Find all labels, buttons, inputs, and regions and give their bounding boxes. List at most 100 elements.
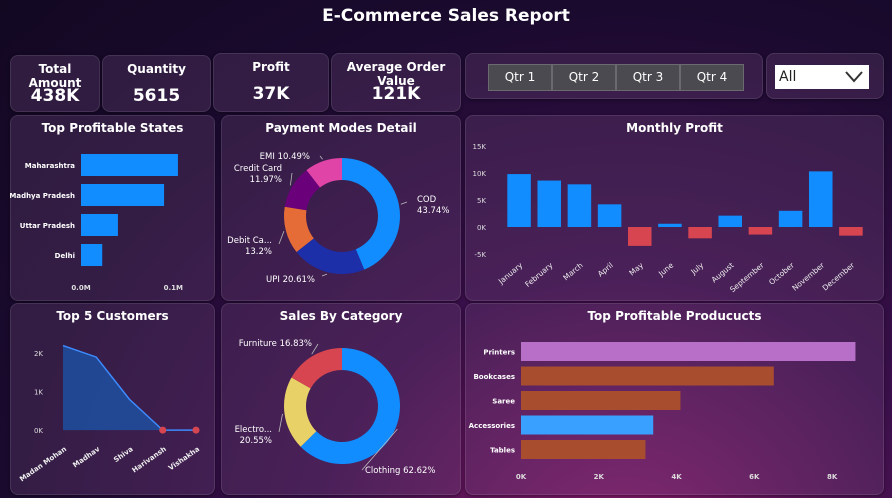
products-bar-chart: Printers Bookcases Saree Accessories Tables 0… (469, 342, 856, 481)
monthly-x-label: September (728, 260, 766, 294)
donut-slice (300, 348, 400, 464)
state-label: Maharashtra (25, 162, 76, 170)
kpi-card-average-order-value: Average Order Value 121K (331, 53, 461, 112)
donut-percent: 11.97% (250, 175, 282, 185)
kpi-card-total-amount: Total Amount 438K (10, 55, 100, 112)
kpi-value: 438K (30, 86, 80, 106)
state-bar (81, 184, 165, 206)
kpi-label: Total Amount (28, 62, 82, 90)
donut-label: EMI 10.49% (260, 152, 310, 162)
monthly-x-label: January (496, 260, 525, 286)
donut-slice (284, 170, 320, 211)
state-label: Madhya Pradesh (9, 192, 75, 200)
customers-chart-title: Top 5 Customers (56, 309, 169, 323)
kpi-label: Quantity (127, 62, 186, 76)
monthly-panel: Monthly Profit -5K 0K 5K 10K 15K January Febru… (465, 115, 884, 301)
state-bar (81, 154, 178, 176)
dropdown-slicer: All (766, 53, 884, 99)
donut-slice (291, 348, 342, 389)
monthly-x-label: July (688, 260, 705, 277)
donut-leader-line (278, 413, 283, 433)
monthly-x-label: December (821, 260, 857, 292)
donut-label: Furniture 16.83% (239, 339, 312, 349)
donut-slice (306, 158, 342, 188)
quarter-button-4[interactable]: Qtr 4 (680, 64, 744, 91)
states-chart-title: Top Profitable States (41, 121, 184, 135)
customers-panel: Top 5 Customers 0K 1K 2K Madan Mohan Madhav S… (10, 303, 215, 495)
monthly-bar (597, 204, 622, 227)
kpi-label: Profit (252, 60, 290, 74)
monthly-bar (658, 223, 682, 227)
donut-leader-line (290, 172, 293, 186)
monthly-y-tick: 5K (477, 197, 486, 205)
donut-percent: 20.55% (240, 436, 272, 446)
payment-chart-title: Payment Modes Detail (265, 121, 417, 135)
donut-leader-line (278, 230, 285, 245)
product-label: Accessories (469, 422, 515, 430)
customer-y-tick: 2K (34, 350, 43, 358)
monthly-chart-title: Monthly Profit (626, 121, 723, 135)
monthly-x-label: June (656, 260, 675, 278)
customer-y-tick: 0K (34, 427, 43, 435)
customer-marker (159, 426, 167, 434)
product-bar (521, 366, 774, 386)
donut-slice (296, 238, 365, 274)
products-panel: Top Profitable Producucts Printers Bookca… (465, 303, 884, 495)
state-bar (81, 244, 103, 266)
monthly-bar (839, 227, 863, 236)
category-panel: Sales By Category Clothing 62.62% Electro… (221, 303, 461, 495)
kpi-card-profit: Profit 37K (213, 53, 329, 112)
monthly-y-tick: -5K (474, 251, 486, 259)
chevron-down-icon (845, 71, 863, 83)
donut-label: Clothing 62.62% (365, 466, 435, 476)
quarter-button-3[interactable]: Qtr 3 (616, 64, 680, 91)
monthly-bar (567, 184, 592, 227)
monthly-y-tick: 15K (473, 143, 487, 151)
states-bar-chart: Maharashtra Madhya Pradesh Uttar Pradesh De… (9, 154, 183, 292)
donut-label: UPI 20.61% (266, 275, 315, 285)
category-donut-chart: Clothing 62.62% Electro...20.55% Furniture… (235, 339, 436, 476)
product-x-tick: 6K (749, 473, 760, 481)
monthly-bar (748, 227, 773, 235)
monthly-y-tick: 10K (473, 170, 487, 178)
donut-leader-line (361, 428, 398, 471)
monthly-x-label: May (627, 260, 645, 277)
state-tick-label: 0.1M (164, 284, 183, 292)
donut-label: Credit Card (234, 164, 282, 174)
customer-marker (192, 426, 200, 434)
customer-x-label: Vishakha (167, 445, 201, 472)
monthly-x-label: August (710, 261, 736, 285)
product-label: Bookcases (473, 373, 515, 381)
product-x-tick: 0K (516, 473, 527, 481)
monthly-bar (507, 174, 531, 227)
quarter-button-1[interactable]: Qtr 1 (488, 64, 552, 91)
donut-label: Electro... (235, 425, 272, 435)
donut-percent: 43.74% (417, 206, 449, 216)
monthly-bar (808, 171, 833, 227)
kpi-label: Average Order Value (346, 60, 446, 88)
donut-leader-line (311, 343, 319, 355)
monthly-y-tick: 0K (477, 224, 486, 232)
customer-area (63, 345, 196, 431)
quarter-slicer: Qtr 1 Qtr 2 Qtr 3 Qtr 4 (465, 53, 763, 99)
donut-slice (284, 206, 314, 252)
customer-x-label: Madan Mohan (18, 445, 68, 483)
dropdown-selected-value: All (779, 69, 797, 85)
quarter-button-2[interactable]: Qtr 2 (552, 64, 616, 91)
state-tick-label: 0.0M (71, 284, 90, 292)
product-x-tick: 8K (827, 473, 838, 481)
product-bar (521, 415, 654, 435)
kpi-value: 37K (252, 84, 290, 104)
state-label: Delhi (55, 252, 75, 260)
product-label: Printers (483, 349, 515, 357)
customer-line (62, 344, 196, 431)
filter-dropdown[interactable]: All (775, 65, 869, 89)
customer-x-label: Harivansh (131, 445, 168, 474)
monthly-bar (718, 215, 743, 227)
category-chart-title: Sales By Category (279, 309, 403, 323)
product-bar (521, 391, 681, 410)
monthly-bar (688, 227, 712, 239)
